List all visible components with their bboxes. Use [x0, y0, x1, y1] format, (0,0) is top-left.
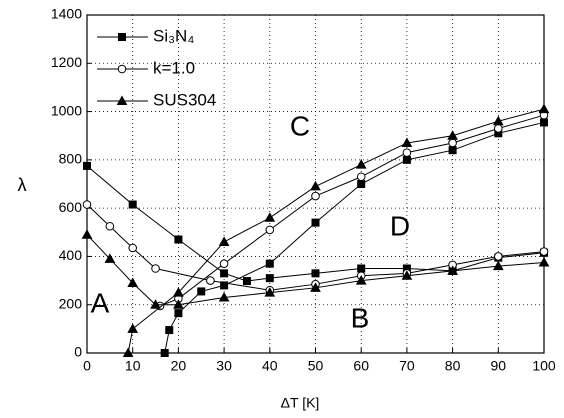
annotation: D: [390, 210, 410, 241]
marker: [82, 200, 92, 209]
marker: [448, 138, 457, 148]
marker: [160, 349, 169, 357]
marker: [447, 265, 458, 275]
marker: [127, 277, 139, 287]
marker: [105, 221, 115, 231]
x-tick-label: 50: [308, 358, 324, 374]
y-tick-label: 0: [74, 344, 82, 360]
y-tick-label: 1000: [51, 102, 82, 118]
x-tick-label: 90: [491, 358, 507, 374]
series-line: [86, 121, 545, 354]
marker: [355, 275, 367, 285]
marker: [265, 274, 274, 283]
marker: [311, 269, 320, 278]
marker: [151, 264, 160, 273]
marker: [174, 235, 183, 244]
marker: [264, 287, 276, 297]
x-tick-label: 20: [171, 358, 187, 374]
marker: [118, 33, 126, 41]
marker: [218, 236, 230, 246]
y-tick-label: 400: [59, 247, 83, 263]
x-axis-label: ΔT [K]: [281, 395, 320, 411]
x-tick-label: 10: [125, 358, 141, 374]
marker: [311, 191, 320, 201]
marker: [311, 218, 320, 227]
x-tick-label: 80: [445, 358, 461, 374]
marker: [265, 225, 275, 235]
marker: [310, 282, 321, 292]
marker: [264, 212, 276, 222]
marker: [310, 180, 321, 191]
y-tick-label: 200: [59, 295, 83, 311]
marker: [357, 180, 366, 188]
marker: [265, 259, 274, 268]
x-tick-label: 70: [399, 358, 415, 374]
y-tick-label: 800: [59, 151, 83, 167]
marker: [81, 229, 93, 239]
marker: [128, 243, 137, 253]
plot-frame: [86, 14, 545, 354]
marker: [122, 347, 134, 357]
marker: [492, 115, 504, 126]
annotation: B: [351, 302, 370, 333]
marker: [538, 103, 550, 114]
marker: [173, 287, 184, 297]
marker: [116, 95, 128, 105]
marker: [206, 276, 215, 285]
marker: [220, 281, 229, 290]
marker: [494, 124, 503, 133]
marker: [218, 291, 230, 302]
marker: [219, 259, 229, 268]
marker: [355, 159, 367, 169]
marker: [83, 161, 91, 170]
marker: [538, 256, 550, 267]
x-tick-label: 100: [532, 358, 556, 374]
x-tick-label: 40: [262, 358, 278, 374]
marker: [165, 326, 174, 335]
marker: [128, 200, 137, 209]
marker: [127, 323, 139, 333]
annotation: C: [290, 110, 310, 141]
marker: [448, 146, 457, 155]
marker: [174, 309, 183, 318]
legend-label: k=1.0: [153, 58, 195, 77]
y-tick-label: 600: [59, 199, 83, 215]
marker: [220, 269, 229, 278]
x-tick-label: 30: [216, 358, 232, 374]
marker: [447, 130, 458, 140]
marker: [173, 299, 184, 309]
marker: [401, 270, 413, 280]
x-tick-label: 0: [83, 358, 91, 374]
marker: [117, 64, 127, 74]
y-tick-label: 1200: [51, 54, 82, 70]
marker: [401, 137, 413, 147]
marker: [492, 260, 504, 271]
marker: [356, 172, 366, 182]
x-tick-label: 60: [353, 358, 369, 374]
marker: [197, 287, 206, 296]
marker: [494, 252, 503, 261]
annotation: A: [91, 287, 110, 318]
marker: [104, 253, 116, 263]
series-line: [86, 114, 545, 307]
legend-label: Si₃N₄: [153, 26, 194, 45]
marker: [150, 299, 161, 309]
marker: [540, 118, 548, 127]
marker: [402, 155, 411, 164]
marker: [402, 148, 412, 157]
legend-label: SUS304: [153, 90, 216, 109]
marker: [539, 247, 549, 256]
marker: [242, 277, 251, 286]
y-axis-label: λ: [18, 175, 27, 195]
y-tick-label: 1400: [51, 6, 82, 22]
marker: [357, 264, 366, 273]
